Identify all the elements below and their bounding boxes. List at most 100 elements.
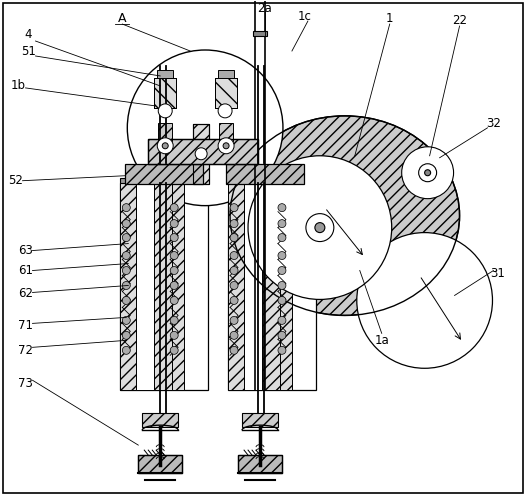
Circle shape: [278, 282, 286, 290]
Circle shape: [402, 147, 453, 198]
Circle shape: [123, 316, 130, 324]
Text: 51: 51: [21, 46, 36, 58]
Text: 1b: 1b: [11, 79, 26, 93]
Circle shape: [123, 251, 130, 259]
Circle shape: [170, 331, 178, 340]
Circle shape: [162, 143, 168, 149]
Bar: [253, 31, 267, 36]
Circle shape: [127, 50, 283, 205]
Circle shape: [278, 316, 286, 324]
Bar: [228, 183, 244, 390]
Text: 61: 61: [18, 264, 33, 277]
Text: 22: 22: [452, 13, 467, 27]
Circle shape: [218, 138, 234, 154]
Text: 62: 62: [18, 287, 33, 300]
Circle shape: [230, 266, 238, 275]
Circle shape: [170, 203, 178, 212]
Bar: [157, 70, 173, 78]
Text: 31: 31: [490, 267, 505, 280]
Bar: [138, 455, 182, 473]
Bar: [120, 178, 208, 183]
Bar: [136, 183, 154, 390]
Circle shape: [419, 164, 437, 182]
Bar: [154, 183, 172, 390]
Circle shape: [123, 282, 130, 290]
Bar: [262, 183, 280, 390]
Circle shape: [230, 251, 238, 259]
Circle shape: [170, 266, 178, 275]
Bar: [138, 455, 182, 473]
Circle shape: [315, 223, 325, 233]
Circle shape: [248, 156, 392, 299]
Bar: [226, 164, 304, 184]
Bar: [242, 413, 278, 427]
Circle shape: [278, 251, 286, 259]
Circle shape: [195, 148, 207, 160]
Text: 63: 63: [18, 244, 33, 257]
Bar: [142, 413, 178, 427]
Text: 1: 1: [386, 11, 393, 25]
Circle shape: [123, 346, 130, 354]
Circle shape: [278, 203, 286, 212]
Circle shape: [170, 297, 178, 304]
Bar: [215, 78, 237, 108]
Circle shape: [306, 214, 334, 242]
Bar: [120, 183, 136, 390]
Circle shape: [123, 234, 130, 242]
Circle shape: [218, 104, 232, 118]
Circle shape: [170, 346, 178, 354]
Circle shape: [230, 203, 238, 212]
Bar: [148, 139, 258, 164]
Text: 73: 73: [18, 377, 33, 390]
Bar: [172, 183, 184, 390]
Circle shape: [278, 297, 286, 304]
Bar: [125, 164, 203, 184]
Text: 2a: 2a: [258, 1, 272, 14]
Circle shape: [278, 331, 286, 340]
Text: 52: 52: [8, 174, 23, 187]
Circle shape: [170, 220, 178, 228]
Circle shape: [357, 233, 492, 368]
Circle shape: [230, 220, 238, 228]
Text: 32: 32: [486, 117, 501, 130]
Circle shape: [170, 234, 178, 242]
Bar: [148, 139, 258, 164]
Text: 72: 72: [18, 344, 33, 357]
Circle shape: [278, 220, 286, 228]
Circle shape: [157, 138, 173, 154]
Circle shape: [170, 282, 178, 290]
Circle shape: [278, 234, 286, 242]
Bar: [193, 124, 209, 184]
Text: 1c: 1c: [298, 9, 312, 23]
Ellipse shape: [230, 116, 460, 315]
Bar: [238, 455, 282, 473]
Bar: [154, 78, 176, 108]
Bar: [215, 78, 237, 108]
Bar: [280, 183, 292, 390]
Circle shape: [123, 331, 130, 340]
Circle shape: [170, 251, 178, 259]
Circle shape: [278, 346, 286, 354]
Bar: [228, 183, 316, 390]
Circle shape: [123, 297, 130, 304]
Circle shape: [278, 266, 286, 275]
Text: 71: 71: [18, 319, 33, 332]
Circle shape: [158, 104, 172, 118]
Bar: [120, 183, 208, 390]
Circle shape: [123, 220, 130, 228]
Circle shape: [230, 234, 238, 242]
Bar: [219, 123, 233, 141]
Text: 1a: 1a: [375, 334, 389, 347]
Bar: [218, 70, 234, 78]
Text: 4: 4: [25, 28, 32, 41]
Circle shape: [170, 316, 178, 324]
Circle shape: [230, 331, 238, 340]
Circle shape: [230, 316, 238, 324]
Bar: [193, 124, 209, 184]
Bar: [244, 183, 262, 390]
Circle shape: [223, 143, 229, 149]
Circle shape: [230, 346, 238, 354]
Text: A: A: [118, 11, 127, 25]
Circle shape: [123, 203, 130, 212]
Bar: [228, 178, 316, 183]
